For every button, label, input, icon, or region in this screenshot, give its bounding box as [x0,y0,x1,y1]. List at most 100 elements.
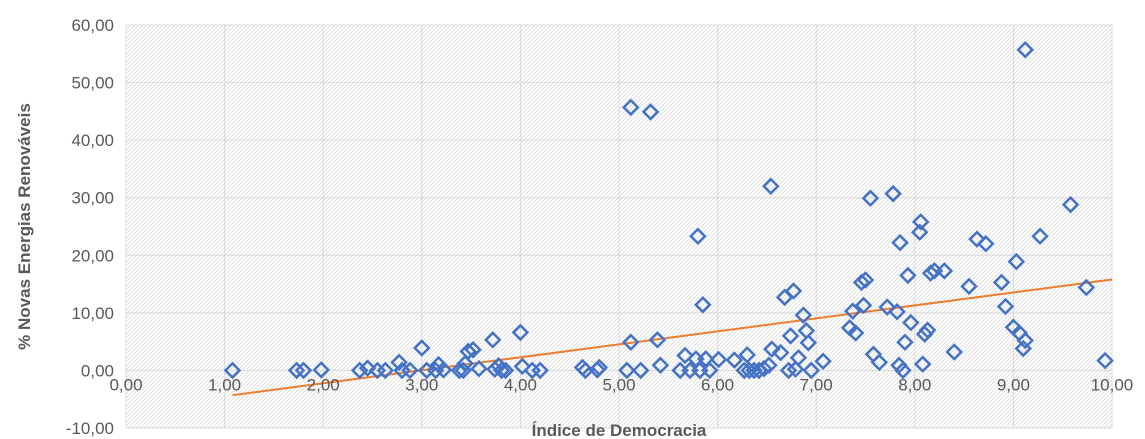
data-point [390,353,408,372]
data-point [426,361,445,380]
data-point [794,306,813,324]
data-point [960,277,978,296]
data-point [786,360,805,379]
data-point [738,346,756,364]
y-tick-label: 30,00 [71,189,114,208]
data-point [622,333,640,351]
data-point [350,361,369,380]
data-point [1096,351,1114,370]
data-point [576,361,595,380]
data-point [781,327,800,345]
data-point [709,350,728,369]
y-tick-label: 50,00 [71,74,114,93]
data-point [854,296,873,315]
data-point [888,302,906,321]
y-axis-ticks: -10,00 0,00 10,00 20,00 30,00 40,00 50,00 60,00 [66,16,114,438]
data-point [802,361,821,380]
data-point [884,184,902,203]
data-point [641,103,660,121]
data-point [358,359,377,377]
data-point [401,361,419,380]
x-tick-label: 6,00 [701,375,734,394]
data-point [878,298,896,316]
data-point [1061,195,1080,214]
data-point [789,348,808,367]
data-points [223,40,1114,380]
y-tick-label: -10,00 [66,419,114,438]
y-tick-label: 20,00 [71,246,114,265]
data-point [618,361,636,380]
data-point [590,358,609,377]
data-point [725,351,744,369]
data-point [977,235,995,253]
data-point [755,359,773,378]
x-tick-label: 1,00 [208,375,241,394]
data-point [762,177,780,195]
x-tick-label: 8,00 [898,375,931,394]
data-point [996,297,1015,316]
data-point [915,325,934,343]
data-point [1007,252,1026,271]
data-point [689,227,707,246]
data-point [891,233,909,252]
x-tick-label: 10,00 [1091,375,1134,394]
x-tick-label: 0,00 [109,375,142,394]
x-axis-title: Índice de Democracia [532,421,707,439]
x-tick-label: 3,00 [405,375,438,394]
data-point [651,356,670,375]
data-point [870,353,889,372]
data-point [992,273,1011,292]
data-point [935,262,954,280]
data-point [945,343,964,361]
data-point [631,361,650,380]
data-point [459,342,477,361]
data-point [484,331,502,349]
data-point [648,331,667,349]
x-tick-label: 9,00 [997,375,1030,394]
data-point [676,346,694,365]
data-point [861,189,880,208]
x-tick-label: 2,00 [307,375,340,394]
y-tick-label: 0,00 [81,361,114,380]
x-tick-label: 4,00 [504,375,537,394]
data-point [784,282,803,300]
data-point [902,313,920,332]
data-point [843,302,862,320]
x-axis-ticks: 0,00 1,00 2,00 3,00 4,00 5,00 6,00 7,00 8,00 9,00… [109,375,1133,394]
x-tick-label: 5,00 [602,375,635,394]
data-point [771,343,790,362]
data-point [918,321,937,339]
data-point [760,356,778,375]
data-point [531,361,549,380]
data-point [376,361,395,380]
y-tick-label: 60,00 [71,16,114,35]
data-point [896,333,914,351]
data-point [911,213,930,231]
data-point [694,296,712,314]
y-tick-label: 40,00 [71,131,114,150]
data-point [492,361,511,380]
data-point [968,230,986,248]
data-point [622,98,640,117]
data-point [511,323,530,342]
data-point [1031,227,1049,246]
data-point [779,361,798,380]
data-point [294,361,313,380]
data-point [763,340,781,358]
data-point [223,361,242,380]
y-tick-label: 10,00 [71,304,114,323]
data-point [434,361,453,379]
data-point [899,266,917,285]
x-tick-label: 7,00 [800,375,833,394]
data-point [470,359,488,378]
data-point [1077,278,1096,297]
data-point [287,361,306,380]
data-point [1016,331,1034,350]
data-point [910,223,929,242]
data-point [913,355,932,373]
data-point [814,352,832,370]
data-point [894,361,912,380]
y-axis-title: % Novas Energias Renováveis [15,103,34,350]
data-point [856,271,875,289]
